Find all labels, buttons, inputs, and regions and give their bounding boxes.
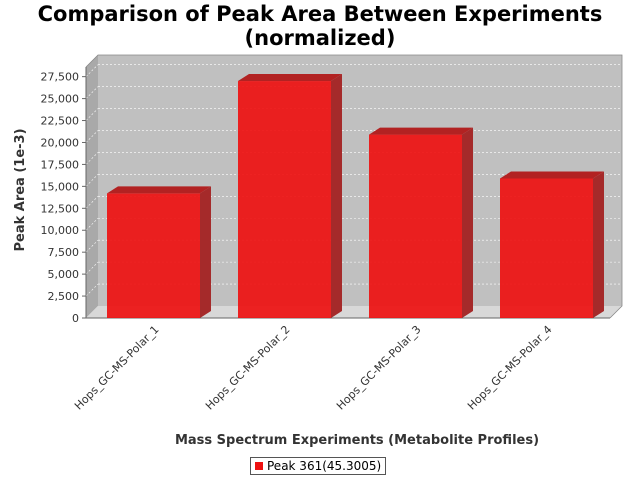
y-tick-label: 17,500 <box>41 158 80 171</box>
x-tick-label: Hops_GC-MS-Polar_1 <box>72 323 162 413</box>
gridline-side <box>85 261 99 275</box>
bar-front <box>238 81 331 318</box>
y-tick-label: 20,000 <box>41 136 80 149</box>
y-tick-label: 15,000 <box>41 180 80 193</box>
legend: Peak 361(45.3005) <box>250 457 387 475</box>
y-tick-label: 2,500 <box>48 290 80 303</box>
bar-front <box>500 178 593 318</box>
x-tick-label: Hops_GC-MS-Polar_4 <box>465 323 555 413</box>
x-tick-label: Hops_GC-MS-Polar_3 <box>334 323 424 413</box>
y-tick-label: 5,000 <box>48 268 80 281</box>
gridline-side <box>85 86 99 99</box>
plot-floor <box>86 306 622 318</box>
plot-outline <box>85 54 623 319</box>
y-tick-label: 0 <box>72 312 79 325</box>
y-axis-title: Peak Area (1e-3) <box>13 128 28 251</box>
bar-top <box>369 127 473 135</box>
gridline-side <box>85 174 99 187</box>
chart-title-line-1: Comparison of Peak Area Between Experime… <box>37 2 603 26</box>
bar-side <box>462 127 473 318</box>
gridline-side <box>85 196 99 209</box>
gridline-side <box>85 108 99 121</box>
bar-front <box>107 193 200 318</box>
gridline-side <box>85 218 99 231</box>
bar-side <box>593 171 604 318</box>
y-tick-label: 12,500 <box>41 202 80 215</box>
bar-top <box>500 171 604 179</box>
bar-side <box>331 74 342 318</box>
gridline-side <box>85 130 99 143</box>
legend-swatch <box>255 462 263 470</box>
bar-top <box>107 186 211 194</box>
plot-background <box>98 55 622 306</box>
y-tick-label: 27,500 <box>41 71 80 84</box>
y-tick-label: 22,500 <box>41 115 80 128</box>
bar <box>107 186 211 318</box>
bar-front <box>369 134 462 318</box>
y-tick-label: 7,500 <box>48 246 80 259</box>
y-tick-label: 25,000 <box>41 93 80 106</box>
bar-top <box>238 74 342 82</box>
gridline-side <box>85 283 99 297</box>
plot-left-wall <box>86 55 98 318</box>
y-tick-label: 10,000 <box>41 224 80 237</box>
gridline-side <box>85 64 99 77</box>
x-axis-title: Mass Spectrum Experiments (Metabolite Pr… <box>175 433 539 448</box>
legend-label: Peak 361(45.3005) <box>267 459 382 473</box>
x-tick-label: Hops_GC-MS-Polar_2 <box>203 323 293 413</box>
bar <box>500 171 604 318</box>
bar <box>369 127 473 318</box>
chart-title: Comparison of Peak Area Between Experime… <box>0 2 640 50</box>
chart-title-line-2: (normalized) <box>244 26 396 50</box>
gridline-side <box>85 239 99 253</box>
bar <box>238 74 342 318</box>
gridline-side <box>85 152 99 165</box>
bar-side <box>200 186 211 318</box>
